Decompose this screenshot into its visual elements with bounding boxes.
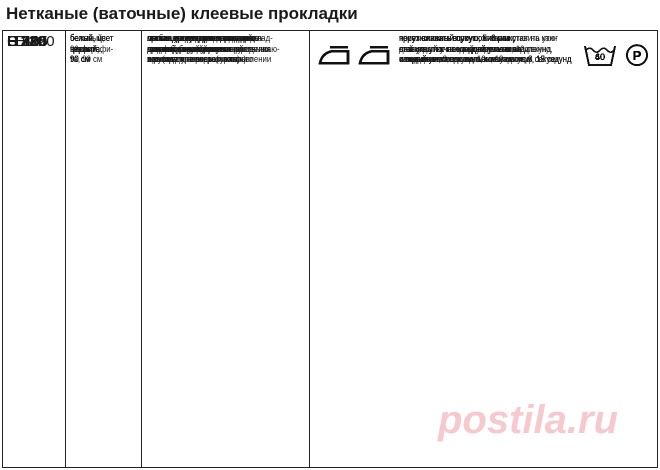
description: мягкая легкая прокладка для нежных, стру… (147, 33, 257, 65)
instructions: приутюживать всухую; 5–6 раз ставить утю… (399, 33, 560, 65)
dryclean-letter: P (633, 48, 642, 63)
color: белый, черный, 90 см (70, 33, 100, 65)
description: мягкая универсальная прокладка для жакет… (147, 33, 232, 55)
description: прокладка с прорезами для эла- стичных т… (147, 33, 280, 65)
wash-temperature: 60 (595, 52, 605, 62)
instructions-cell: через влажный проутюжильник, ставить утю… (395, 31, 579, 467)
code-cell: H 200 (3, 31, 65, 467)
color: бежевый, цвет графи- та, 90 см (70, 33, 114, 65)
dryclean-letter: P (633, 48, 642, 63)
code-cell: H 410 (3, 31, 65, 467)
instructions: приутюживать всухую; 5–6 раз ставить утю… (399, 33, 560, 65)
instructions-cell: приутюживать всухую; 5–6 раз ставить утю… (395, 31, 579, 467)
description-cell: легкая, но очень жесткая проклад- ка для… (141, 31, 309, 467)
iron-cell (309, 31, 395, 467)
wash-temperature: 40 (595, 52, 605, 62)
iron-body (358, 50, 390, 65)
color: белый, черный, 90 см (70, 33, 100, 65)
care-icons: 40 P (584, 44, 648, 66)
code-cell: S 320 (3, 31, 65, 467)
code: H 200 (7, 33, 48, 50)
dryclean-letter: P (633, 48, 642, 63)
instructions-cell: через влажный проутюжильник, ставить утю… (395, 31, 579, 467)
wash-temperature: 40 (595, 52, 605, 62)
wash-temperature: 40 (595, 52, 605, 62)
dryclean-letter: P (633, 48, 642, 63)
wash-water (585, 47, 615, 53)
iron-icon (318, 46, 350, 65)
description: стабилизирующая прокладка для фигурных п… (147, 33, 254, 65)
description: легкая, но очень жесткая проклад- ка для… (147, 33, 273, 55)
instructions: приутюживать всухую; ставить утюг на каж… (399, 33, 558, 55)
watermark: postila.ru (438, 398, 619, 442)
instructions-cell: приутюживать всухую; ставить утюг на каж… (395, 31, 579, 467)
description: легкая прокладка для мелких деталей блуз… (147, 33, 254, 55)
code: H 180 (7, 33, 48, 50)
wash-tub (584, 46, 616, 66)
code: H 606 (7, 33, 48, 50)
instructions-cell: через влажный проутюжильник, ставить утю… (395, 31, 579, 467)
instructions: приутюживать всухую; 5–6 раз ставить утю… (399, 33, 559, 65)
instructions-cell: через влажный проутюжильник; ставить утю… (395, 31, 579, 467)
iron-body (318, 50, 350, 65)
code: F 220 (7, 33, 46, 50)
code-cell: H 606 (3, 31, 65, 467)
color: белый, черный, 90 см (70, 33, 100, 65)
wash-temperature: 40 (595, 52, 605, 62)
instructions-cell: приутюживать всухую; 5–6 раз ста- вить у… (395, 31, 579, 467)
description: мягкая прокладка с продольны- ми стабили… (147, 33, 263, 65)
code: LE 420 (7, 33, 55, 50)
wash-temperature: 40 (595, 52, 605, 62)
instructions-cell: приутюживать всухую; 5–6 раз ставить утю… (395, 31, 579, 467)
instructions: через влажный проутюжильник; ставить утю… (399, 33, 516, 65)
iron-icons (318, 46, 390, 65)
dryclean-circle (626, 44, 648, 66)
wash-temperature: 40 (595, 52, 605, 62)
color: белый, черный, 90 см (70, 33, 100, 65)
code-cell: H 180 (3, 31, 65, 467)
code: H 410 (7, 33, 48, 50)
code-cell: F 220 (3, 31, 65, 467)
color: белый, цвет графита, 90 см (70, 33, 114, 65)
instructions: через влажный проутюжильник, ставить утю… (399, 33, 572, 65)
dryclean-letter: P (633, 48, 642, 63)
dryclean-letter: P (633, 48, 642, 63)
dryclean-letter: P (633, 48, 642, 63)
color: белый, цвет графита, 90 см (70, 33, 114, 65)
description: прокладка для кожи, меха и де- ликатных … (147, 33, 270, 65)
table: H 180 белый, черный, 90 см мягкая легкая п… (2, 30, 658, 468)
wash-temperature: 60 (595, 52, 605, 62)
code: H 250 (7, 33, 48, 50)
code-cell: G 405 (3, 31, 65, 467)
color-cell: белый, 90 см (65, 31, 141, 467)
code: G 405 (7, 33, 48, 50)
code-cell: LE 420 (3, 31, 65, 467)
title: Нетканые (ваточные) клеевые прокладки (6, 4, 358, 23)
iron-icon (358, 46, 390, 65)
instructions: приутюживать всухую; 5–6 раз ста- вить у… (399, 33, 538, 65)
code-cell: H 250 (3, 31, 65, 467)
wash-cell: 40 P (581, 31, 659, 467)
instructions: через влажный проутюжильник, ставить утю… (399, 33, 572, 65)
wash-temperature: 40 (595, 52, 605, 62)
instructions: через влажный проутюжильник, ставить утю… (399, 33, 572, 65)
instructions-cell: приутюживать всухую; 5–6 раз ставить утю… (395, 31, 579, 467)
table-row: S 320 белый, 90 см легкая, но очень жестка… (3, 31, 657, 467)
code: S 320 (7, 33, 47, 50)
dryclean-letter: P (633, 48, 642, 63)
color: белый, цвет графита, 90 см (70, 33, 114, 65)
color: белый, 90 см (70, 33, 96, 55)
description: прокладка для легких тканей, стирающихся… (147, 33, 255, 65)
dryclean-letter: P (633, 48, 642, 63)
